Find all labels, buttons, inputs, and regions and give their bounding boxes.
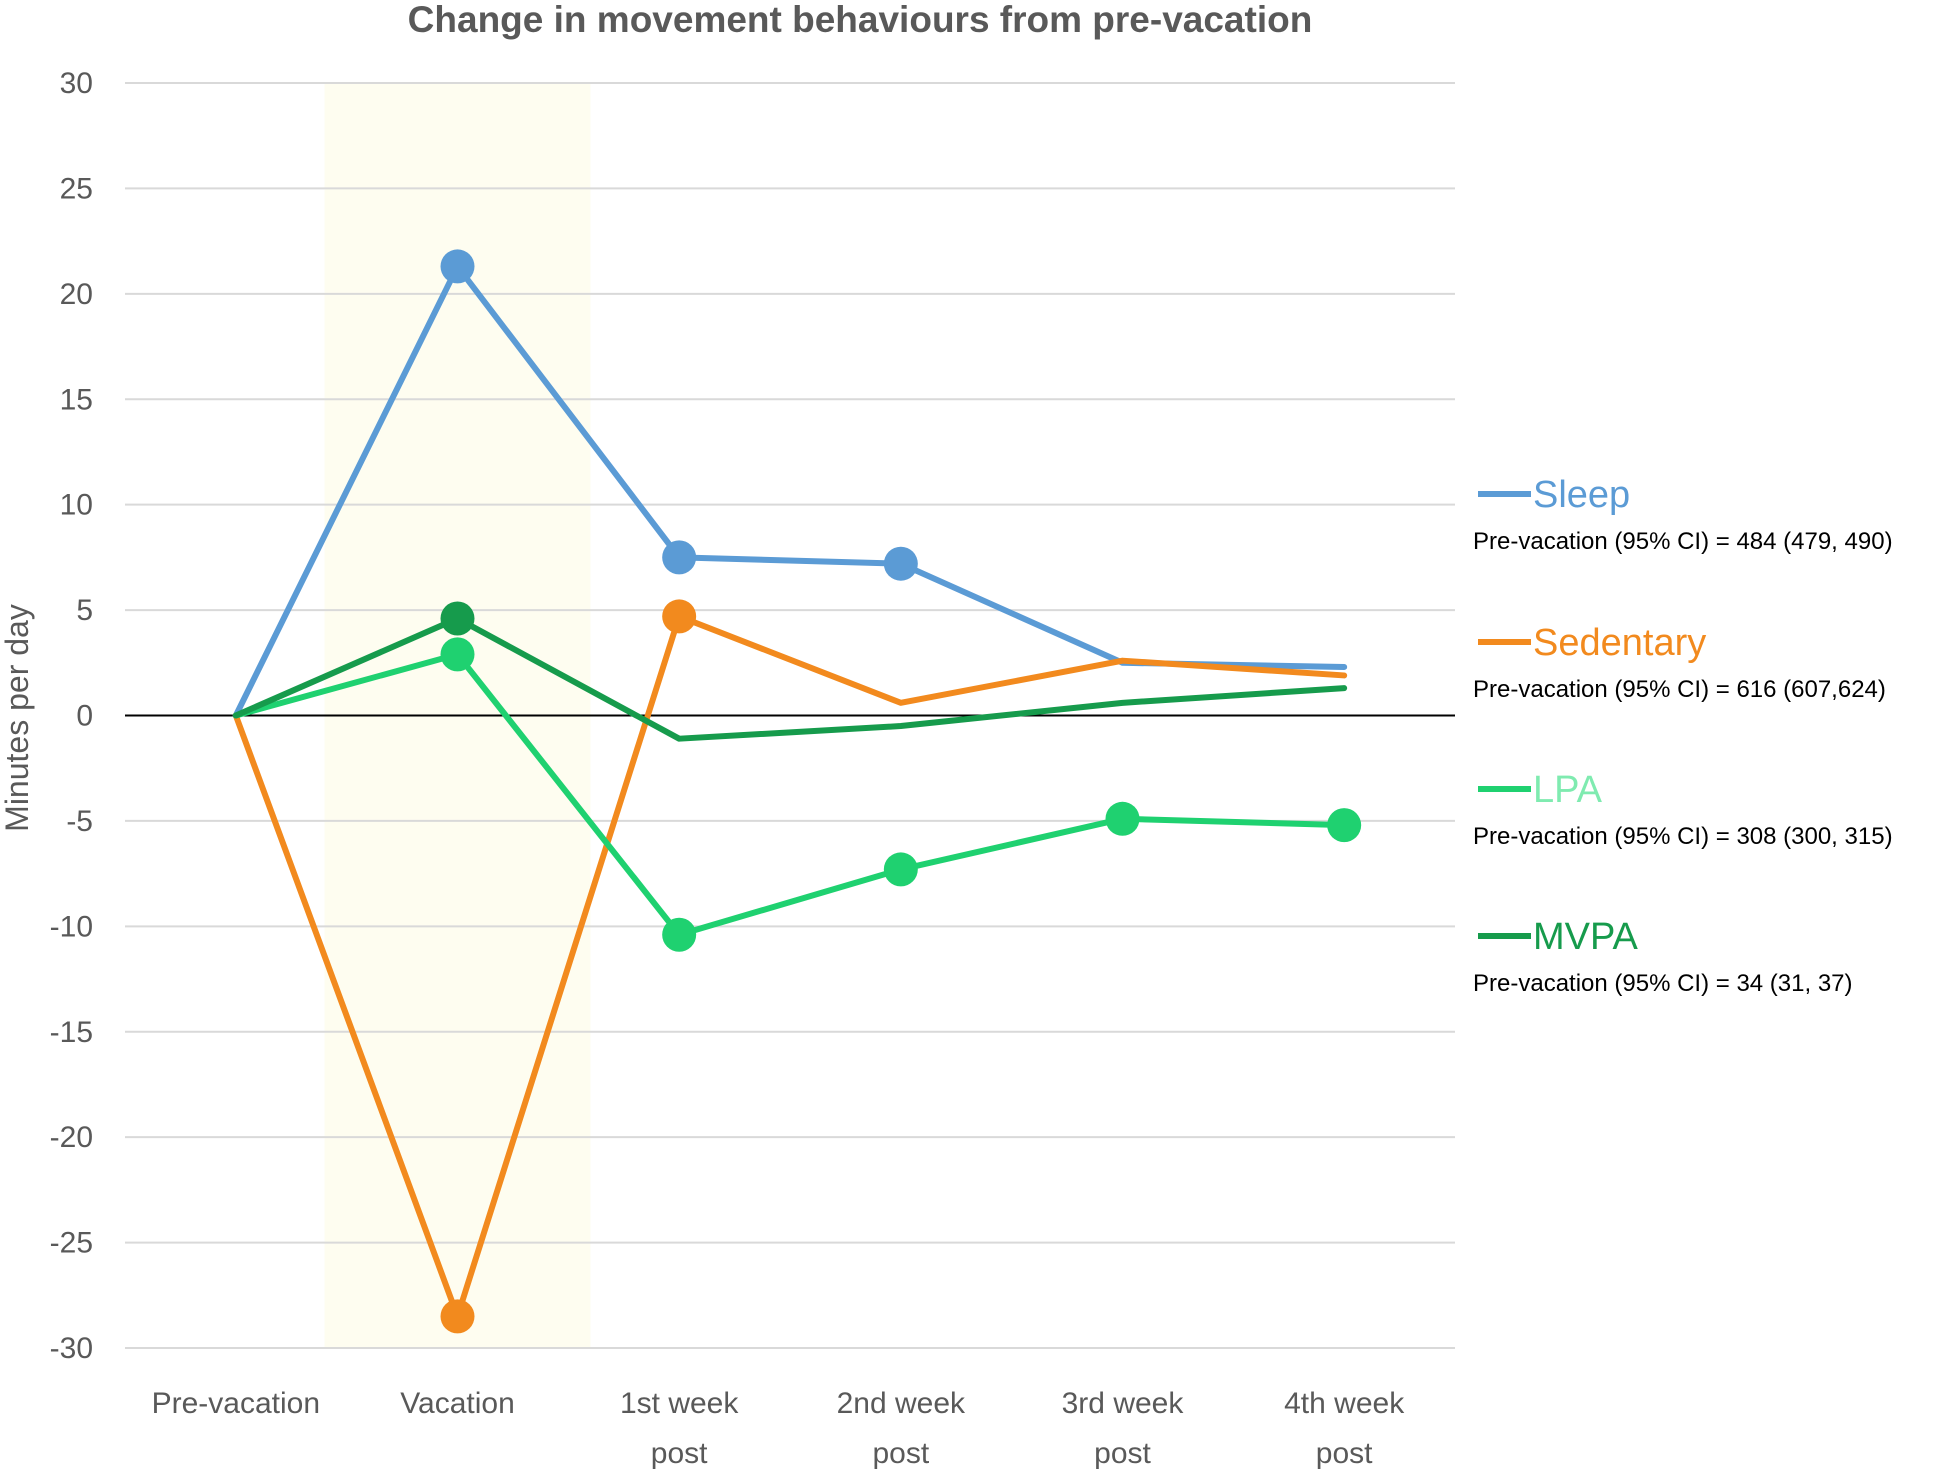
y-tick-label: -5: [66, 805, 93, 838]
sedentary-data-point: [440, 1299, 475, 1334]
lpa-data-point: [1327, 808, 1362, 843]
lpa-data-point: [1105, 801, 1140, 836]
x-tick-label: 2nd week: [837, 1387, 966, 1420]
lpa-data-point: [662, 917, 697, 952]
sleep-legend-note: Pre-vacation (95% CI) = 484 (479, 490): [1473, 528, 1893, 555]
x-tick-label: Vacation: [400, 1387, 515, 1420]
mvpa-legend-label: MVPA: [1533, 916, 1639, 958]
sedentary-legend-label: Sedentary: [1533, 622, 1706, 664]
y-tick-label: -20: [50, 1121, 93, 1154]
x-tick-label: post: [651, 1437, 708, 1470]
x-tick-label: Pre-vacation: [152, 1387, 320, 1420]
chart-title: Change in movement behaviours from pre-v…: [408, 0, 1313, 40]
y-tick-labels: 30 25 20 15 10 5 0 -5 -10 -15 -20 -25 -30: [50, 67, 93, 1365]
lpa-legend-label: LPA: [1533, 769, 1603, 811]
sleep-data-point: [662, 540, 697, 575]
x-tick-label: post: [1094, 1437, 1151, 1470]
y-tick-label: 30: [60, 67, 93, 100]
y-tick-label: 0: [76, 700, 93, 733]
x-tick-label: 4th week: [1284, 1387, 1405, 1420]
x-tick-labels: Pre-vacation Vacation 1st week post 2nd week…: [152, 1387, 1406, 1470]
y-tick-label: 10: [60, 489, 93, 522]
legend: Sleep Pre-vacation (95% CI) = 484 (479, 4…: [1473, 474, 1893, 997]
sedentary-data-point: [662, 599, 697, 634]
lpa-series-line: [232, 651, 1348, 938]
sedentary-legend-note: Pre-vacation (95% CI) = 616 (607,624): [1473, 676, 1886, 703]
sedentary-series-line: [232, 613, 1348, 1320]
mvpa-series-line: [232, 615, 1348, 742]
sleep-data-point: [440, 249, 475, 284]
y-tick-label: 5: [76, 594, 93, 627]
y-tick-label: -10: [50, 910, 93, 943]
y-axis-label: Minutes per day: [0, 604, 35, 832]
lpa-legend-note: Pre-vacation (95% CI) = 308 (300, 315): [1473, 823, 1893, 850]
y-tick-label: -25: [50, 1227, 93, 1260]
y-tick-label: 15: [60, 383, 93, 416]
y-tick-label: -30: [50, 1332, 93, 1365]
gridlines: [125, 82, 1455, 1349]
series-group: [232, 249, 1362, 1334]
y-tick-label: 20: [60, 278, 93, 311]
lpa-data-point: [440, 637, 475, 672]
x-tick-label: 3rd week: [1062, 1387, 1185, 1420]
sleep-data-point: [883, 546, 918, 581]
sleep-legend-label: Sleep: [1533, 474, 1630, 516]
x-tick-label: post: [872, 1437, 929, 1470]
mvpa-data-point: [440, 601, 475, 636]
x-tick-label: post: [1316, 1437, 1373, 1470]
y-tick-label: 25: [60, 172, 93, 205]
x-tick-label: 1st week: [620, 1387, 739, 1420]
lpa-data-point: [883, 852, 918, 887]
y-tick-label: -15: [50, 1016, 93, 1049]
mvpa-legend-note: Pre-vacation (95% CI) = 34 (31, 37): [1473, 970, 1853, 997]
